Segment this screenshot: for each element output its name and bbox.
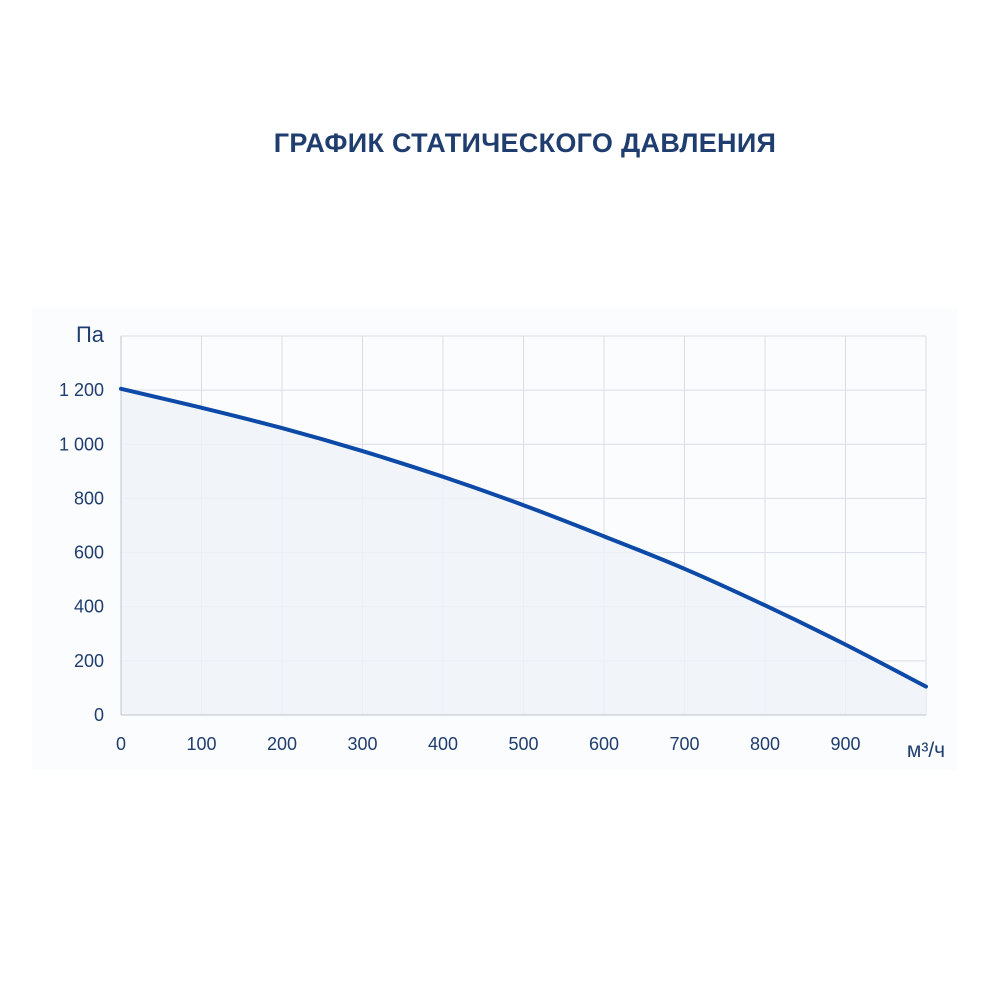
- x-tick-label: 900: [830, 734, 860, 754]
- x-tick-label: 200: [267, 734, 297, 754]
- x-tick-label: 800: [750, 734, 780, 754]
- x-tick-label: 300: [347, 734, 377, 754]
- axis-layer: [120, 336, 926, 716]
- label-layer: 0 100 200 300 400 500 600 700 800 900 0 200 400 600 80…: [59, 322, 945, 762]
- area-layer: [121, 388, 926, 715]
- data-point: [522, 503, 526, 507]
- data-point: [683, 567, 687, 571]
- data-point: [763, 603, 767, 607]
- series-line: [119, 386, 928, 689]
- x-tick-label: 600: [589, 734, 619, 754]
- line-layer: [119, 386, 928, 689]
- chart-title: ГРАФИК СТАТИЧЕСКОГО ДАВЛЕНИЯ: [273, 128, 777, 158]
- data-point: [280, 426, 284, 430]
- x-tick-label: 500: [508, 734, 538, 754]
- x-tick-label: 0: [116, 734, 126, 754]
- x-tick-label: 700: [669, 734, 699, 754]
- data-point: [602, 534, 606, 538]
- data-point: [200, 406, 204, 410]
- x-tick-label: 100: [186, 734, 216, 754]
- y-tick-label: 1 200: [59, 380, 104, 400]
- y-tick-label: 600: [74, 543, 104, 563]
- y-tick-label: 800: [74, 488, 104, 508]
- y-tick-label: 400: [74, 597, 104, 617]
- x-axis-unit-label: м³/ч: [907, 739, 945, 762]
- y-tick-label: 0: [94, 705, 104, 725]
- x-tick-label: 400: [428, 734, 458, 754]
- y-tick-label: 1 000: [59, 434, 104, 454]
- data-point: [844, 643, 848, 647]
- y-axis-unit-label: Па: [76, 322, 105, 347]
- data-point: [361, 449, 365, 453]
- data-point: [441, 475, 445, 479]
- data-point: [924, 685, 928, 689]
- series-area-fill: [121, 388, 926, 715]
- data-point: [119, 387, 123, 391]
- y-tick-label: 200: [74, 651, 104, 671]
